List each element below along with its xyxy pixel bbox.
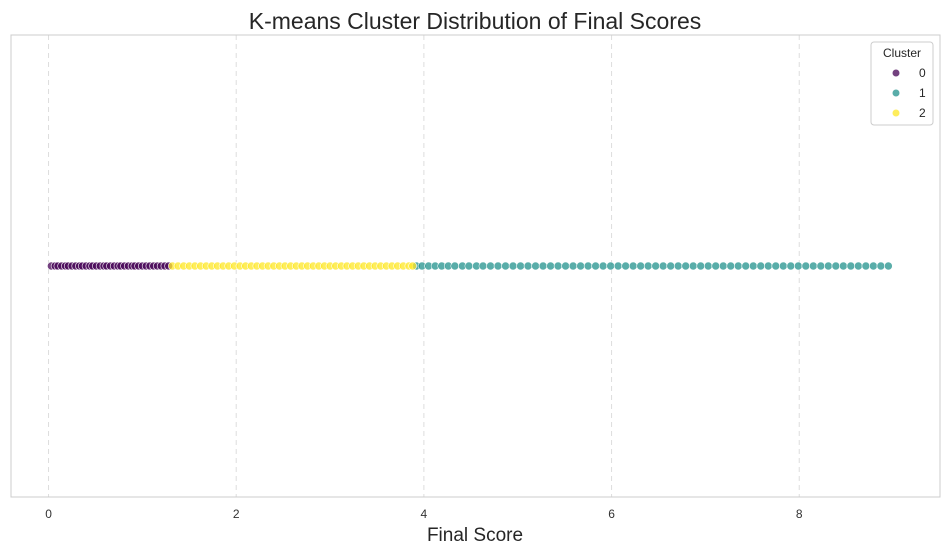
data-point-cluster-1 <box>493 261 503 271</box>
data-point-cluster-1 <box>516 261 525 271</box>
data-point-cluster-1 <box>501 261 510 271</box>
data-point-cluster-1 <box>884 261 893 271</box>
data-point-cluster-1 <box>763 261 773 271</box>
data-point-cluster-1 <box>613 261 623 271</box>
data-point-cluster-1 <box>733 261 743 271</box>
data-point-cluster-1 <box>523 261 533 271</box>
data-point-cluster-1 <box>688 261 698 271</box>
x-axis-label: Final Score <box>427 525 523 546</box>
x-tick-label: 6 <box>608 507 615 521</box>
data-point-cluster-1 <box>741 261 751 271</box>
grid-lines <box>48 35 800 497</box>
data-point-cluster-1 <box>673 261 683 271</box>
data-point-cluster-1 <box>801 261 811 271</box>
data-point-cluster-1 <box>666 261 675 271</box>
x-tick-label: 2 <box>233 507 240 521</box>
legend-marker-2 <box>892 109 900 117</box>
data-point-cluster-1 <box>718 261 728 271</box>
data-point-cluster-1 <box>464 261 474 271</box>
data-point-cluster-1 <box>869 261 878 271</box>
legend-label-2: 2 <box>919 106 926 120</box>
data-point-cluster-1 <box>786 261 796 271</box>
data-point-cluster-1 <box>793 261 803 271</box>
data-point-cluster-1 <box>748 261 758 271</box>
data-point-cluster-1 <box>696 261 706 271</box>
data-point-cluster-1 <box>771 261 781 271</box>
legend-entries: 0 1 2 <box>892 66 926 120</box>
data-point-cluster-1 <box>756 261 766 271</box>
data-point-cluster-1 <box>568 261 578 271</box>
legend-label-0: 0 <box>919 66 926 80</box>
data-point-cluster-1 <box>450 261 460 271</box>
legend-marker-1 <box>892 89 900 97</box>
scatter-points <box>47 261 893 271</box>
data-point-cluster-1 <box>583 261 593 271</box>
data-point-cluster-1 <box>861 261 871 271</box>
data-point-cluster-1 <box>576 261 585 271</box>
data-point-cluster-1 <box>846 261 856 271</box>
data-point-cluster-1 <box>606 261 615 271</box>
data-point-cluster-1 <box>538 261 548 271</box>
data-point-cluster-1 <box>486 261 495 271</box>
data-point-cluster-1 <box>628 261 638 271</box>
data-point-cluster-1 <box>703 261 713 271</box>
data-point-cluster-1 <box>816 261 826 271</box>
data-point-cluster-1 <box>561 261 570 271</box>
data-point-cluster-1 <box>854 261 863 271</box>
data-point-cluster-1 <box>778 261 788 271</box>
plot-area-frame <box>10 34 941 498</box>
chart-title: K-means Cluster Distribution of Final Sc… <box>249 8 702 34</box>
x-tick-label: 8 <box>796 507 803 521</box>
data-point-cluster-1 <box>508 261 518 271</box>
data-point-cluster-1 <box>598 261 608 271</box>
data-point-cluster-1 <box>478 261 488 271</box>
legend-label-1: 1 <box>919 86 926 100</box>
data-point-cluster-2 <box>408 261 417 271</box>
data-point-cluster-1 <box>621 261 630 271</box>
data-point-cluster-1 <box>531 261 540 271</box>
x-axis-ticks: 0 2 4 6 8 <box>45 507 803 521</box>
x-tick-label: 0 <box>45 507 52 521</box>
data-point-cluster-1 <box>643 261 653 271</box>
data-point-cluster-1 <box>831 261 841 271</box>
data-point-cluster-1 <box>658 261 668 271</box>
data-point-cluster-1 <box>711 261 721 271</box>
data-point-cluster-1 <box>546 261 555 271</box>
data-point-cluster-1 <box>726 261 736 271</box>
data-point-cluster-1 <box>809 261 818 271</box>
data-point-cluster-1 <box>839 261 848 271</box>
data-point-cluster-1 <box>591 261 600 271</box>
x-tick-label: 4 <box>421 507 428 521</box>
legend-marker-0 <box>892 69 900 77</box>
legend-title: Cluster <box>883 46 921 60</box>
legend-box <box>870 41 934 126</box>
data-point-cluster-1 <box>651 261 660 271</box>
data-point-cluster-1 <box>876 261 886 271</box>
legend: Cluster 0 1 2 <box>870 41 934 126</box>
data-point-cluster-1 <box>681 261 691 271</box>
data-point-cluster-1 <box>636 261 645 271</box>
data-point-cluster-1 <box>824 261 833 271</box>
data-point-cluster-1 <box>553 261 563 271</box>
